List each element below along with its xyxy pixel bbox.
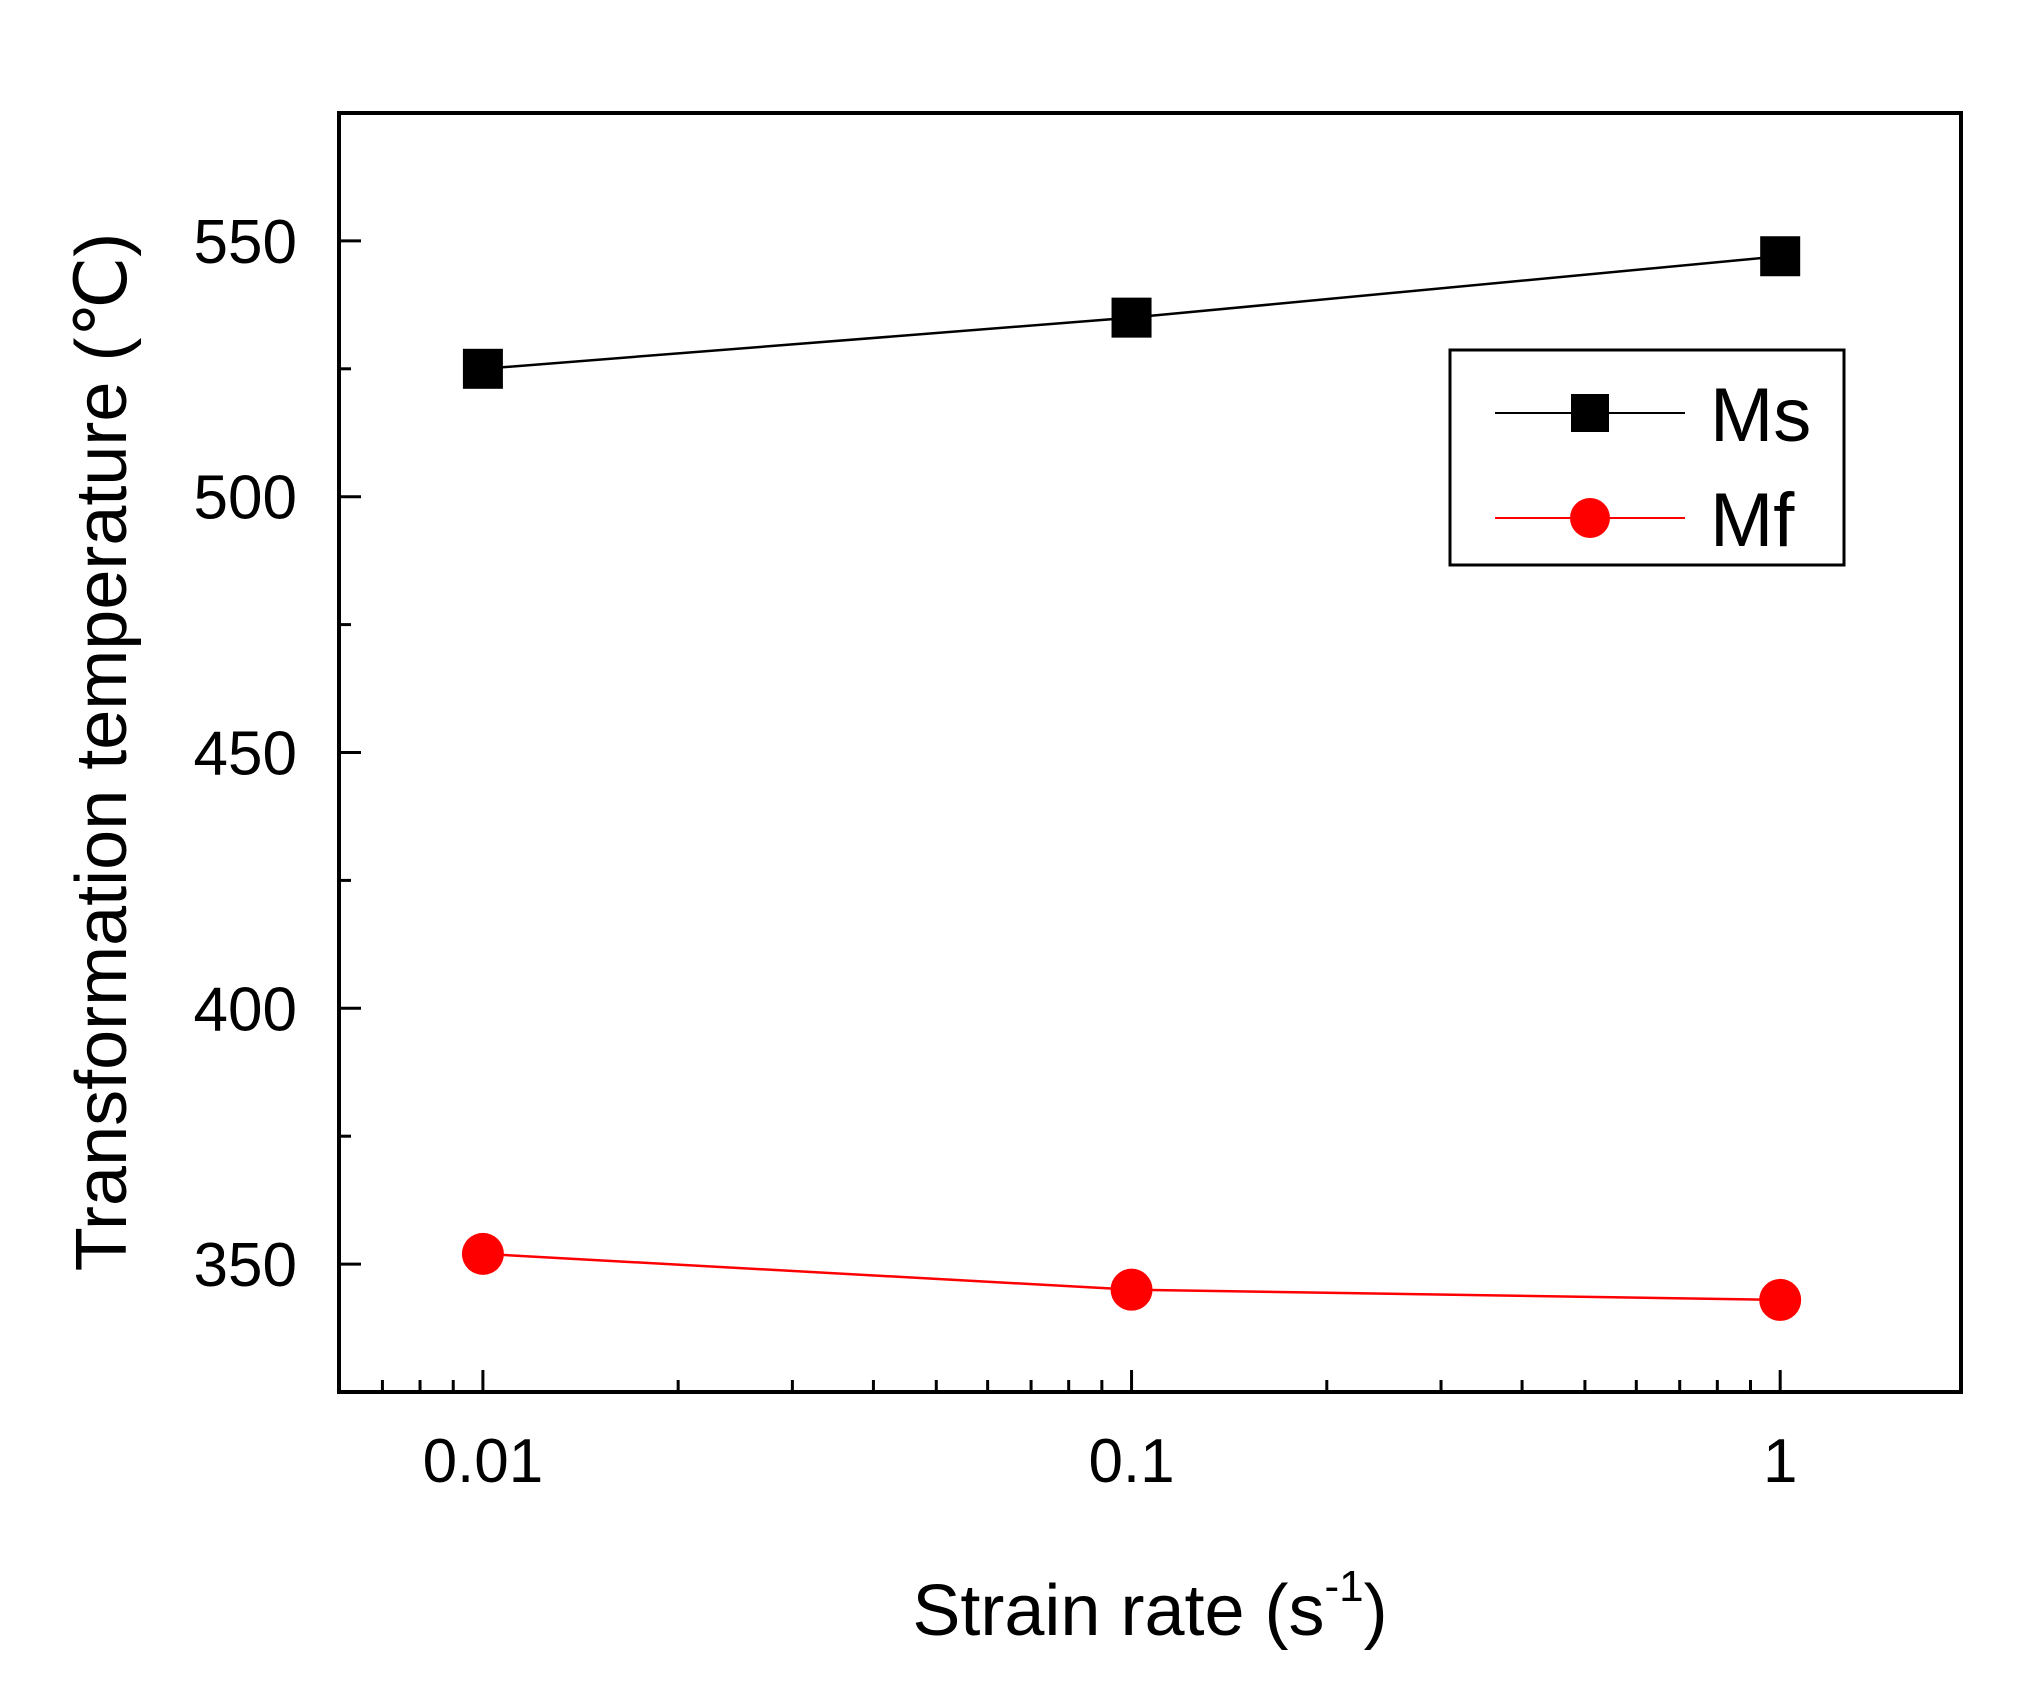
x-axis-title-superscript: -1 xyxy=(1325,1562,1364,1611)
y-tick-label: 550 xyxy=(194,208,297,277)
x-tick-label: 0.1 xyxy=(1088,1427,1174,1496)
x-tick-label: 0.01 xyxy=(423,1427,544,1496)
data-point-ms xyxy=(1111,297,1152,338)
x-axis-title-close: ) xyxy=(1364,1571,1388,1651)
legend-marker-mf xyxy=(1570,498,1610,538)
y-tick-label: 400 xyxy=(194,975,297,1044)
legend-box xyxy=(1448,348,1846,567)
y-tick-label: 450 xyxy=(194,720,297,789)
plot-frame xyxy=(337,111,1963,1394)
y-tick-label: 350 xyxy=(194,1231,297,1300)
data-point-ms xyxy=(1760,236,1801,277)
legend: Ms Mf xyxy=(1448,348,1846,567)
y-tick-label: 500 xyxy=(194,464,297,533)
data-point-mf xyxy=(461,1232,504,1275)
series-layer xyxy=(461,236,1802,1321)
data-point-mf xyxy=(1759,1278,1802,1321)
y-axis-title: Transformation temperature (℃) xyxy=(62,233,142,1272)
legend-marker-ms xyxy=(1571,394,1609,432)
x-axis-title-main: Strain rate (s xyxy=(912,1571,1324,1651)
x-axis-title: Strain rate (s-1) xyxy=(912,1562,1387,1651)
data-point-mf xyxy=(1110,1268,1153,1311)
legend-label-ms: Ms xyxy=(1710,373,1811,458)
data-point-ms xyxy=(462,348,503,389)
x-tick-label: 1 xyxy=(1763,1427,1797,1496)
x-axis-ticks: 0.01 0.1 1 xyxy=(337,1370,1797,1496)
legend-label-mf: Mf xyxy=(1710,478,1795,563)
y-axis-ticks: 350 400 450 500 550 xyxy=(194,111,361,1394)
